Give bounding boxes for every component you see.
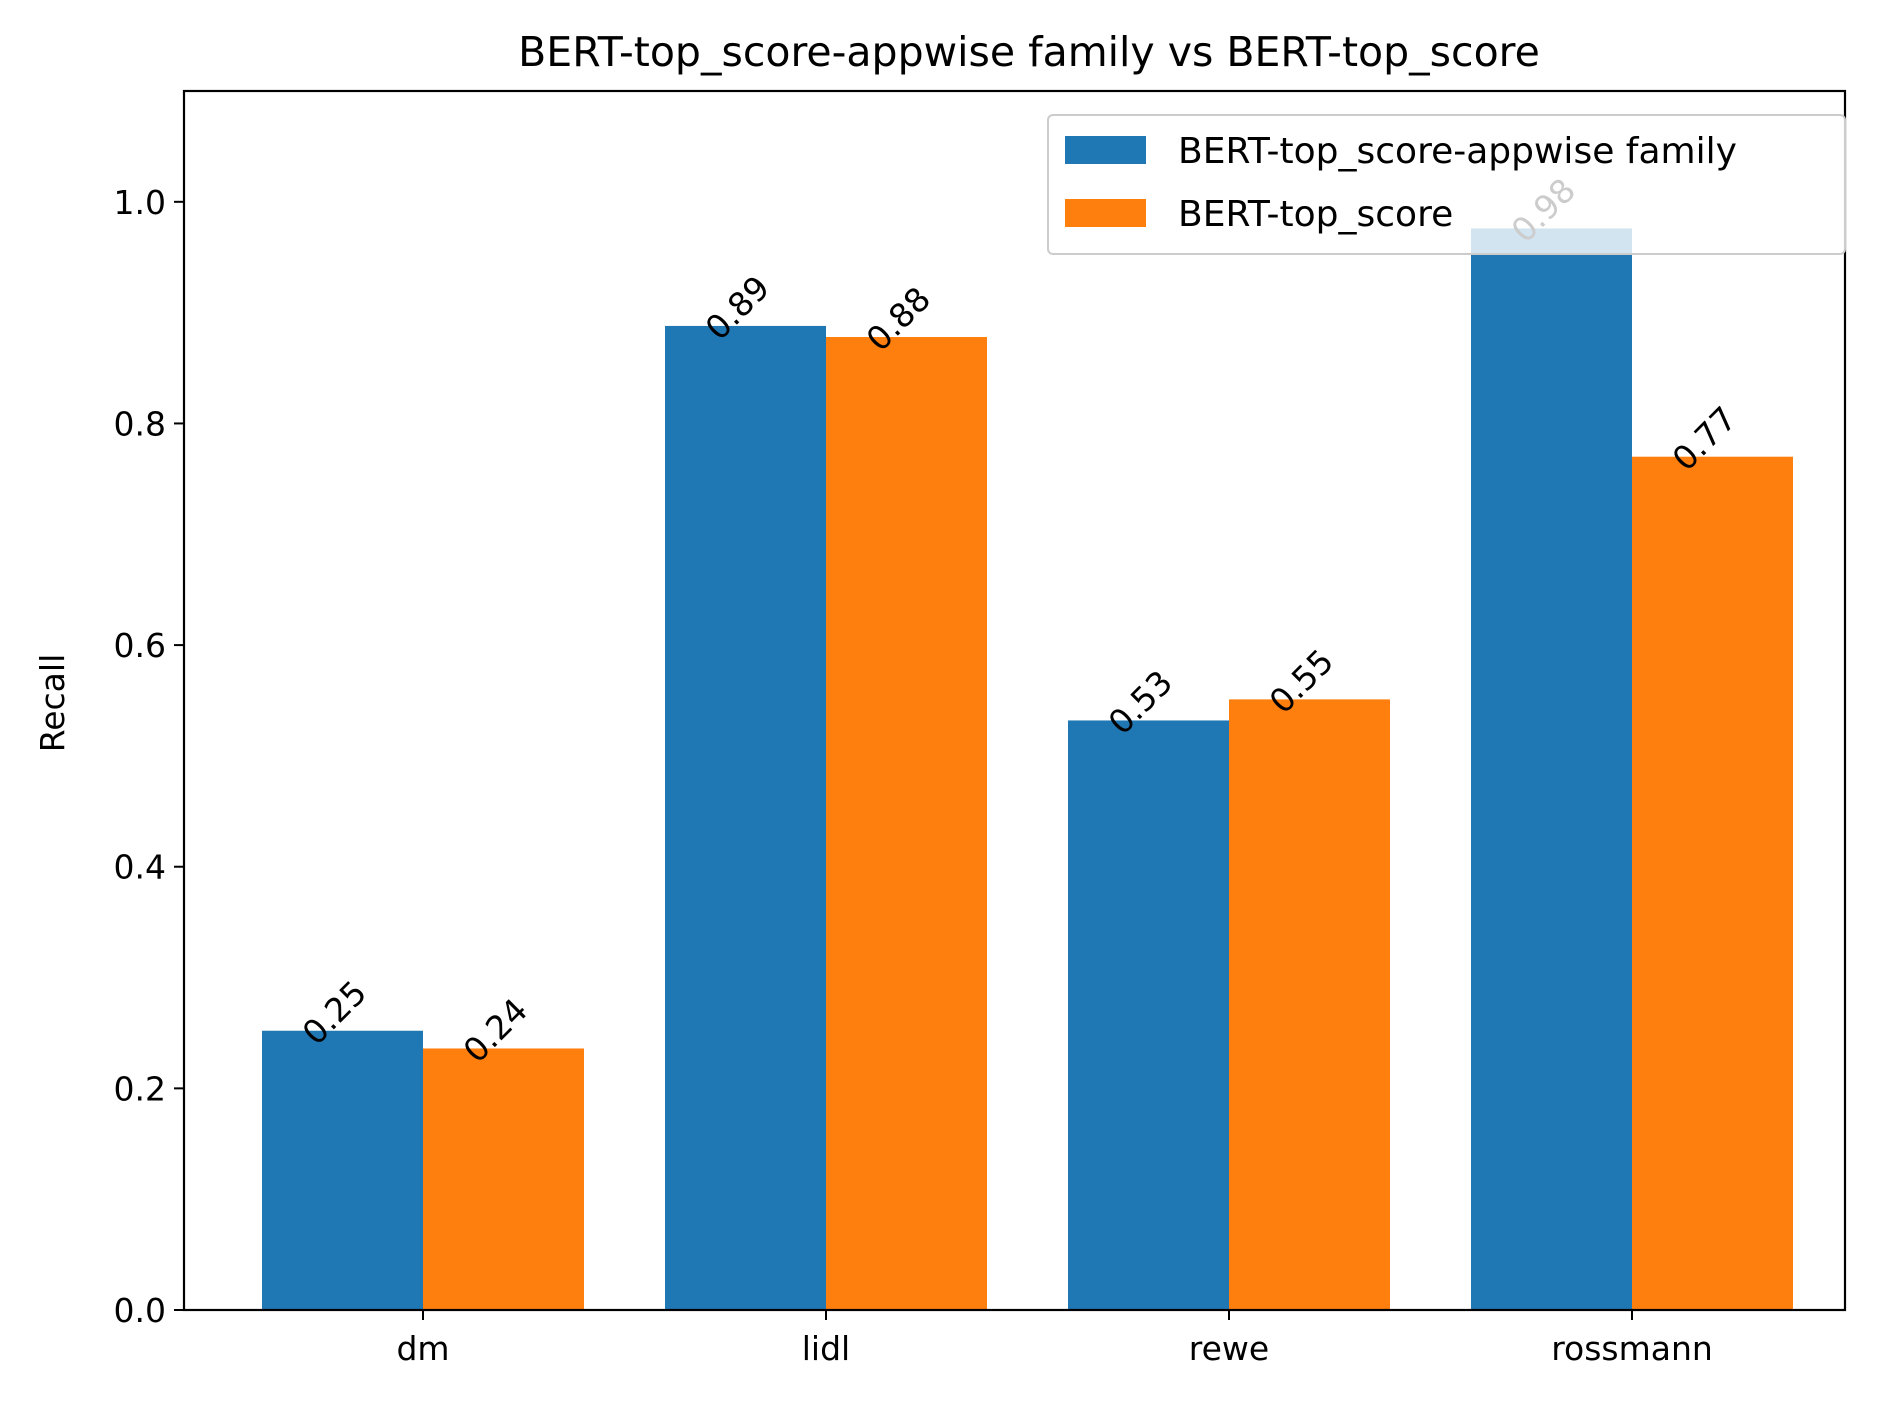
bar-rewe-series-1 (1229, 699, 1390, 1310)
legend: BERT-top_score-appwise family BERT-top_s… (1047, 114, 1846, 255)
y-axis-label: Recall (33, 654, 72, 752)
chart-title: BERT-top_score-appwise family vs BERT-to… (518, 28, 1540, 76)
legend-label-top-score: BERT-top_score (1178, 194, 1453, 235)
bar-rossmann-series-0 (1471, 228, 1632, 1310)
y-axis-ticks: 0.0 0.2 0.4 0.6 0.8 1.0 (114, 183, 184, 1330)
bar-lidl-series-0 (665, 325, 826, 1310)
y-tick-label: 0.2 (114, 1069, 166, 1108)
legend-frame (1047, 114, 1846, 255)
legend-swatch-appwise-family (1065, 136, 1146, 164)
x-tick-label-lidl: lidl (802, 1329, 850, 1368)
bar-rewe-series-0 (1068, 720, 1229, 1310)
bar-dm-series-0 (262, 1030, 423, 1310)
bar-rossmann-series-1 (1632, 456, 1793, 1310)
bar-lidl-series-1 (826, 337, 987, 1310)
plot-frame (182, 89, 1847, 1312)
y-tick-label: 0.4 (114, 848, 166, 887)
y-tick-label: 0.6 (114, 626, 166, 665)
legend-label-appwise-family: BERT-top_score-appwise family (1178, 131, 1737, 172)
bars-layer (262, 228, 1793, 1310)
legend-swatch-top-score (1065, 199, 1146, 227)
x-tick-label-rossmann: rossmann (1551, 1329, 1713, 1368)
x-tick-label-dm: dm (396, 1329, 449, 1368)
bar-dm-series-1 (423, 1048, 584, 1310)
y-tick-label: 0.0 (114, 1291, 166, 1330)
y-tick-label: 1.0 (114, 183, 166, 222)
x-axis-ticks: dm lidl rewe rossmann (396, 1310, 1713, 1368)
x-tick-label-rewe: rewe (1189, 1329, 1269, 1368)
y-tick-label: 0.8 (114, 404, 166, 443)
